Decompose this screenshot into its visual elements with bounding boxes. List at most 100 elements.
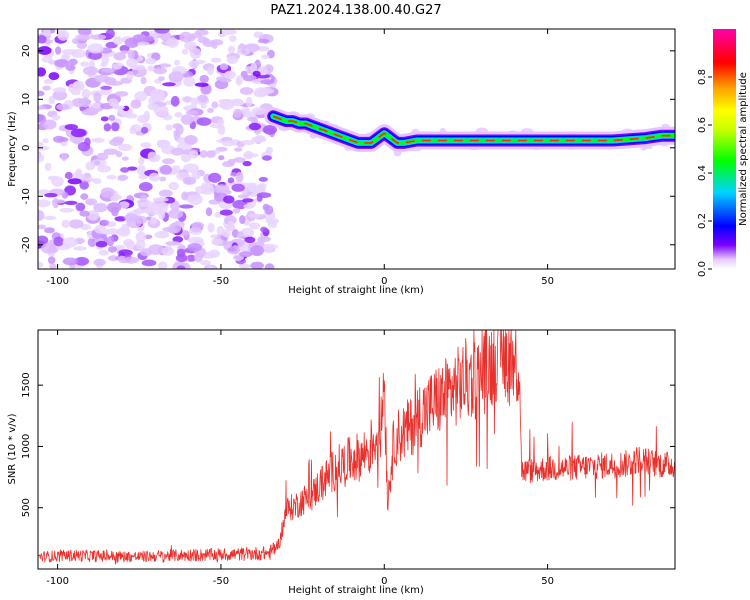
noise-blob (250, 261, 264, 269)
noise-blob (98, 249, 109, 256)
noise-blob (141, 259, 157, 267)
noise-blob (210, 57, 222, 63)
noise-blob (233, 157, 246, 163)
noise-blob (44, 227, 55, 234)
noise-blob (168, 209, 184, 219)
noise-blob (172, 236, 184, 243)
noise-blob (240, 139, 255, 146)
noise-blob (184, 135, 198, 145)
noise-blob (54, 59, 70, 68)
noise-blob (219, 209, 233, 216)
noise-blob (68, 83, 76, 93)
noise-blob (68, 219, 84, 229)
snr-y-axis-label: SNR (10 * v/v) (7, 413, 18, 484)
noise-blob (81, 96, 90, 108)
noise-blob (159, 164, 173, 175)
noise-blob (200, 103, 207, 109)
noise-blob (38, 35, 47, 44)
ridge-core (272, 115, 675, 144)
noise-blob (238, 251, 253, 258)
noise-blob (210, 234, 219, 239)
noise-blob (121, 156, 129, 161)
noise-blob (96, 152, 109, 161)
noise-blob (38, 114, 47, 124)
noise-blob (267, 220, 278, 229)
noise-blob (93, 258, 106, 266)
noise-blob (53, 87, 67, 93)
noise-blob (130, 99, 142, 109)
noise-blob (101, 53, 110, 65)
noise-blob (217, 31, 227, 38)
noise-blob (218, 155, 225, 161)
noise-blob (100, 85, 112, 90)
noise-blob (137, 41, 150, 46)
noise-blob (140, 76, 147, 85)
noise-blob (104, 228, 120, 235)
noise-blob (232, 208, 241, 214)
noise-blob (158, 76, 165, 81)
noise-blob (113, 52, 127, 61)
noise-blob (93, 160, 101, 166)
noise-blob (154, 230, 170, 239)
noise-blob (74, 256, 90, 266)
noise-blob (175, 254, 188, 263)
noise-blob (152, 197, 169, 202)
noise-blob (207, 222, 215, 233)
noise-blob (138, 182, 153, 192)
noise-blob (44, 162, 52, 171)
noise-blob (268, 83, 277, 89)
noise-blob (55, 46, 62, 55)
noise-blob (149, 217, 158, 226)
noise-blob (51, 114, 61, 121)
noise-blob (153, 67, 168, 75)
noise-blob (200, 182, 214, 191)
noise-blob (227, 220, 235, 230)
noise-blob (158, 189, 173, 197)
noise-blob (119, 45, 130, 52)
noise-blob (189, 32, 203, 39)
noise-blob (258, 184, 266, 193)
noise-blob (53, 236, 64, 247)
noise-blob (38, 46, 52, 55)
noise-blob (108, 246, 117, 253)
noise-blob (239, 215, 246, 225)
noise-blob (117, 174, 129, 181)
noise-blob (127, 49, 135, 60)
noise-blob (103, 123, 112, 132)
noise-blob (221, 140, 235, 147)
noise-blob (256, 192, 272, 199)
snr-frame (37, 329, 676, 570)
noise-blob (218, 98, 234, 104)
noise-blob (147, 151, 157, 162)
noise-blob (65, 64, 76, 71)
noise-blob (87, 43, 104, 54)
noise-blob (248, 213, 262, 218)
snr-y-ticks: 500 1000 1500 (21, 372, 675, 517)
noise-blob (248, 122, 262, 131)
noise-blob (91, 137, 105, 143)
noise-blob (182, 176, 197, 185)
noise-blob (140, 142, 152, 148)
noise-blob (72, 38, 79, 45)
noise-blob (184, 40, 197, 51)
noise-blob (38, 235, 49, 246)
noise-blob (112, 63, 123, 70)
noise-blob (181, 96, 194, 103)
y-tick-label: 0 (21, 145, 32, 151)
noise-blob (84, 177, 95, 182)
y-tick-label: -20 (21, 237, 32, 253)
snr-x-axis-label: Height of straight line (km) (288, 585, 424, 596)
noise-blob (219, 63, 229, 71)
noise-blob (185, 110, 199, 115)
noise-blob (186, 254, 197, 262)
noise-blob (159, 140, 171, 148)
noise-blob (210, 123, 225, 129)
noise-blob (101, 219, 110, 226)
noise-blob (157, 202, 168, 214)
noise-blob (221, 229, 231, 238)
y-tick-label: 10 (21, 93, 32, 106)
noise-blob (154, 29, 170, 34)
noise-blob (240, 227, 254, 238)
colorbar-tick-label: 0.0 (697, 261, 708, 277)
